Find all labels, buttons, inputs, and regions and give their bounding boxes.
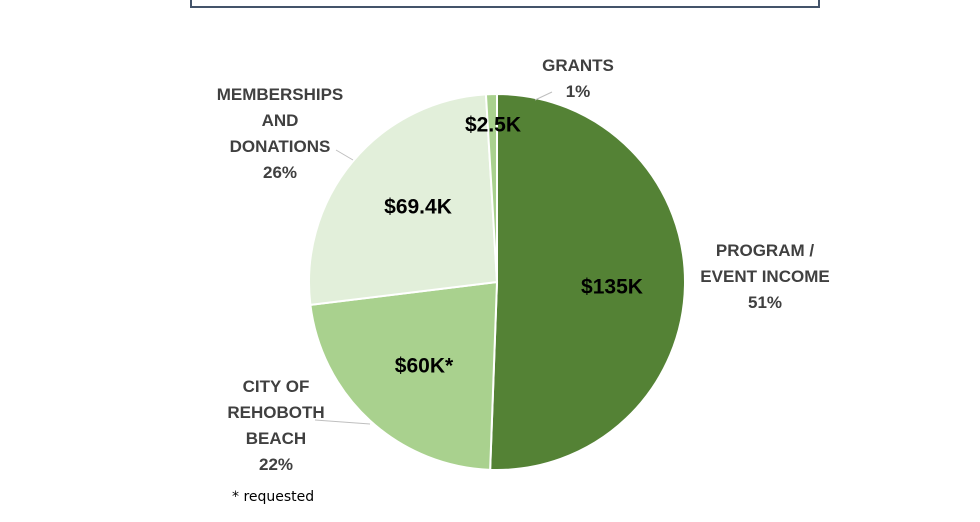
slice-percent-label: 51%: [748, 293, 782, 312]
pie-slice-1: [489, 92, 686, 471]
slice-value-label: $2.5K: [465, 114, 521, 137]
leader-line-3: [335, 149, 354, 161]
pie-slice-3: [308, 93, 499, 306]
leader-line-4: [534, 91, 553, 101]
pie-slice-4: [484, 92, 498, 283]
slice-category-label: MEMBERSHIPS: [217, 85, 344, 104]
slice-category-label: REHOBOTH: [227, 403, 324, 422]
slice-category-label: GRANTS: [542, 56, 614, 75]
leader-line-2: [314, 419, 371, 425]
footnote: * requested: [232, 489, 315, 505]
slice-category-label: BEACH: [246, 429, 306, 448]
slice-category-label: DONATIONS: [230, 137, 331, 156]
pie-slice-2: [309, 280, 499, 471]
slice-category-label: AND: [262, 111, 299, 130]
slice-value-label: $60K*: [395, 355, 454, 378]
slice-percent-label: 1%: [566, 82, 591, 101]
title-frame: [190, 0, 820, 8]
slice-value-label: $69.4K: [384, 196, 452, 219]
slice-category-label: PROGRAM /: [716, 241, 815, 260]
slice-value-label: $135K: [581, 276, 643, 299]
slice-category-label: CITY OF: [243, 377, 310, 396]
slice-percent-label: 26%: [263, 163, 297, 182]
slice-percent-label: 22%: [259, 455, 293, 474]
slice-category-label: EVENT INCOME: [700, 267, 829, 286]
